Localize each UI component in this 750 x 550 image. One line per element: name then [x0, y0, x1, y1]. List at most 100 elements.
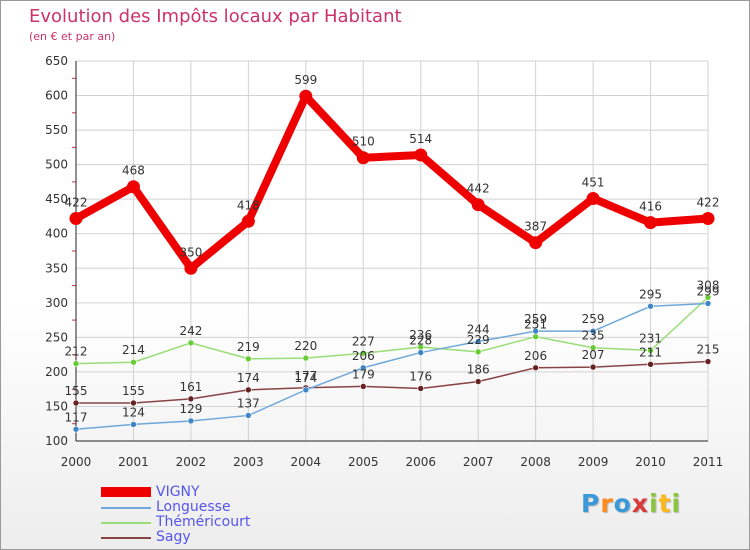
data-point-longuesse[interactable] [474, 338, 482, 345]
data-point-longuesse[interactable] [187, 417, 195, 425]
data-label-vigny: 416 [639, 200, 662, 214]
logo-letter: i [671, 489, 682, 518]
data-label-vigny: 387 [524, 220, 547, 234]
data-point-themericourt[interactable] [245, 355, 252, 363]
series-line-longuesse [75, 302, 709, 431]
data-label-vigny: 514 [409, 132, 432, 146]
data-point-longuesse[interactable] [245, 412, 252, 419]
data-label-longuesse: 129 [179, 402, 202, 416]
data-point-themericourt[interactable] [359, 349, 367, 357]
data-point-sagy[interactable] [359, 383, 367, 390]
axes: 100 150 200 250 300 350 400 450 500 550 600 650 2000… [45, 54, 723, 469]
data-point-longuesse[interactable] [704, 300, 712, 307]
data-point-vigny[interactable] [126, 180, 140, 194]
y-tick-label: 100 [45, 434, 68, 448]
data-point-vigny[interactable] [241, 214, 255, 228]
data-point-vigny[interactable] [586, 191, 600, 205]
data-point-sagy[interactable] [474, 378, 482, 385]
data-point-longuesse[interactable] [130, 421, 137, 428]
data-label-sagy: 211 [639, 345, 662, 359]
data-label-themericourt: 242 [179, 324, 202, 338]
data-point-vigny[interactable] [471, 198, 485, 212]
y-tick-label: 250 [45, 330, 68, 344]
data-label-themericourt: 236 [409, 328, 432, 342]
x-tick-label: 2007 [463, 455, 494, 469]
data-point-sagy[interactable] [532, 364, 539, 372]
data-label-sagy: 186 [467, 363, 490, 377]
data-label-sagy: 179 [352, 367, 375, 381]
data-point-vigny[interactable] [644, 216, 658, 230]
data-point-themericourt[interactable] [647, 347, 654, 354]
data-label-longuesse: 259 [524, 312, 547, 326]
data-point-vigny[interactable] [701, 212, 715, 226]
logo-letter: o [613, 489, 632, 518]
logo-letter: i [649, 489, 659, 518]
y-tick-label: 600 [45, 89, 68, 103]
x-tick-label: 2005 [348, 455, 379, 469]
legend-swatch-longuesse [101, 507, 151, 509]
data-point-vigny[interactable] [69, 212, 83, 226]
data-point-themericourt[interactable] [187, 339, 195, 347]
data-point-longuesse[interactable] [647, 302, 654, 310]
x-tick-label: 2009 [578, 455, 609, 469]
series-line-vigny [72, 92, 712, 273]
data-label-themericourt: 220 [294, 339, 317, 353]
data-label-vigny: 599 [294, 73, 317, 87]
data-point-themericourt[interactable] [532, 333, 539, 340]
data-label-sagy: 207 [582, 348, 605, 362]
data-point-longuesse[interactable] [359, 364, 367, 372]
data-label-vigny: 442 [467, 182, 490, 196]
data-point-vigny[interactable] [299, 89, 313, 103]
data-label-longuesse: 206 [352, 349, 375, 363]
x-tick-label: 2001 [118, 455, 149, 469]
data-label-sagy: 215 [697, 343, 720, 357]
x-tick-label: 2004 [291, 455, 322, 469]
data-label-longuesse: 117 [65, 410, 88, 424]
data-label-vigny: 350 [179, 245, 202, 259]
data-point-themericourt[interactable] [474, 348, 482, 356]
legend-swatch-vigny [101, 487, 151, 497]
legend-label-themericourt: Théméricourt [156, 514, 251, 530]
data-point-vigny[interactable] [529, 236, 543, 250]
data-label-themericourt: 214 [122, 343, 145, 357]
data-point-sagy[interactable] [417, 385, 425, 392]
data-point-sagy[interactable] [647, 361, 654, 368]
y-tick-label: 300 [45, 296, 68, 310]
y-tick-label: 450 [45, 192, 68, 206]
data-label-longuesse: 228 [409, 334, 432, 348]
data-point-longuesse[interactable] [72, 425, 80, 433]
data-label-sagy: 177 [294, 369, 317, 383]
data-point-longuesse[interactable] [302, 386, 310, 394]
data-point-longuesse[interactable] [417, 349, 425, 356]
data-point-sagy[interactable] [704, 358, 712, 365]
data-point-vigny[interactable] [356, 151, 370, 165]
data-label-themericourt: 308 [697, 278, 720, 292]
series-line-themericourt [75, 296, 709, 365]
data-point-sagy[interactable] [245, 386, 252, 394]
data-point-themericourt[interactable] [302, 354, 310, 362]
data-point-sagy[interactable] [72, 399, 80, 407]
data-point-themericourt[interactable] [130, 358, 137, 366]
data-point-sagy[interactable] [130, 399, 137, 407]
data-point-longuesse[interactable] [589, 327, 597, 335]
data-point-vigny[interactable] [184, 261, 198, 275]
x-tick-label: 2011 [693, 455, 724, 469]
data-point-longuesse[interactable] [532, 327, 539, 335]
data-label-themericourt: 231 [639, 331, 662, 345]
data-point-vigny[interactable] [414, 148, 428, 162]
data-label-themericourt: 227 [352, 334, 375, 348]
data-point-sagy[interactable] [589, 363, 597, 371]
data-point-sagy[interactable] [187, 395, 195, 403]
data-label-longuesse: 124 [122, 405, 145, 419]
data-point-themericourt[interactable] [589, 344, 597, 352]
data-label-vigny: 422 [697, 196, 720, 210]
data-label-vigny: 510 [352, 135, 375, 149]
legend-label-sagy: Sagy [156, 529, 191, 545]
legend-label-longuesse: Longuesse [156, 499, 231, 515]
chart-subtitle: (en € et par an) [29, 30, 116, 43]
data-point-themericourt[interactable] [72, 360, 80, 367]
data-label-sagy: 155 [65, 384, 88, 398]
y-tick-label: 350 [45, 261, 68, 275]
